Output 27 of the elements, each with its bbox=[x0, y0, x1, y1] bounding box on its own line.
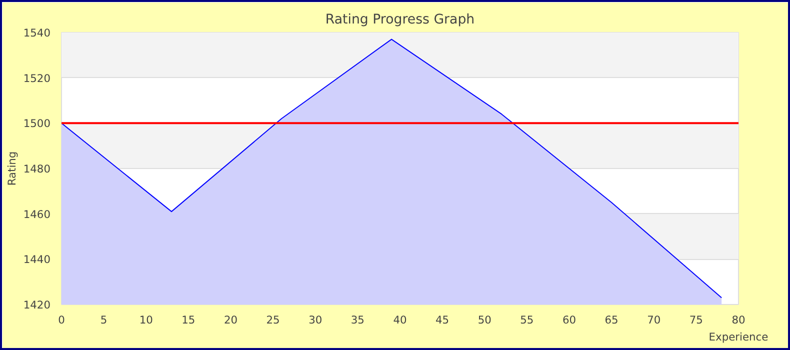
y-tick-label: 1420 bbox=[23, 298, 51, 312]
x-tick-label: 15 bbox=[182, 314, 196, 326]
y-tick-label: 1460 bbox=[23, 208, 51, 221]
x-tick-label: 65 bbox=[604, 314, 618, 326]
x-tick-label: 35 bbox=[350, 314, 364, 326]
chart-title: Rating Progress Graph bbox=[325, 12, 475, 28]
x-tick-label: 50 bbox=[478, 314, 492, 326]
x-tick-label: 60 bbox=[562, 314, 576, 326]
y-tick-label: 1540 bbox=[23, 26, 51, 40]
x-tick-label: 20 bbox=[224, 314, 238, 326]
x-tick-label: 80 bbox=[732, 314, 746, 326]
x-tick-label: 5 bbox=[100, 314, 108, 326]
x-tick-label: 25 bbox=[266, 314, 280, 326]
x-tick-label: 55 bbox=[520, 314, 534, 326]
y-tick-label: 1480 bbox=[23, 162, 51, 176]
y-axis-title: Rating bbox=[5, 151, 18, 186]
x-tick-label: 70 bbox=[647, 314, 661, 326]
x-tick-label: 45 bbox=[436, 314, 450, 326]
x-tick-label: 75 bbox=[689, 314, 703, 326]
x-axis-title: Experience bbox=[708, 330, 768, 344]
x-tick-label: 0 bbox=[58, 314, 66, 326]
x-tick-label: 40 bbox=[393, 314, 407, 326]
y-tick-label: 1500 bbox=[23, 117, 51, 130]
y-tick-label: 1440 bbox=[23, 253, 51, 266]
x-tick-label: 10 bbox=[139, 314, 154, 326]
x-tick-label: 30 bbox=[308, 314, 322, 326]
y-tick-label: 1520 bbox=[23, 72, 51, 85]
